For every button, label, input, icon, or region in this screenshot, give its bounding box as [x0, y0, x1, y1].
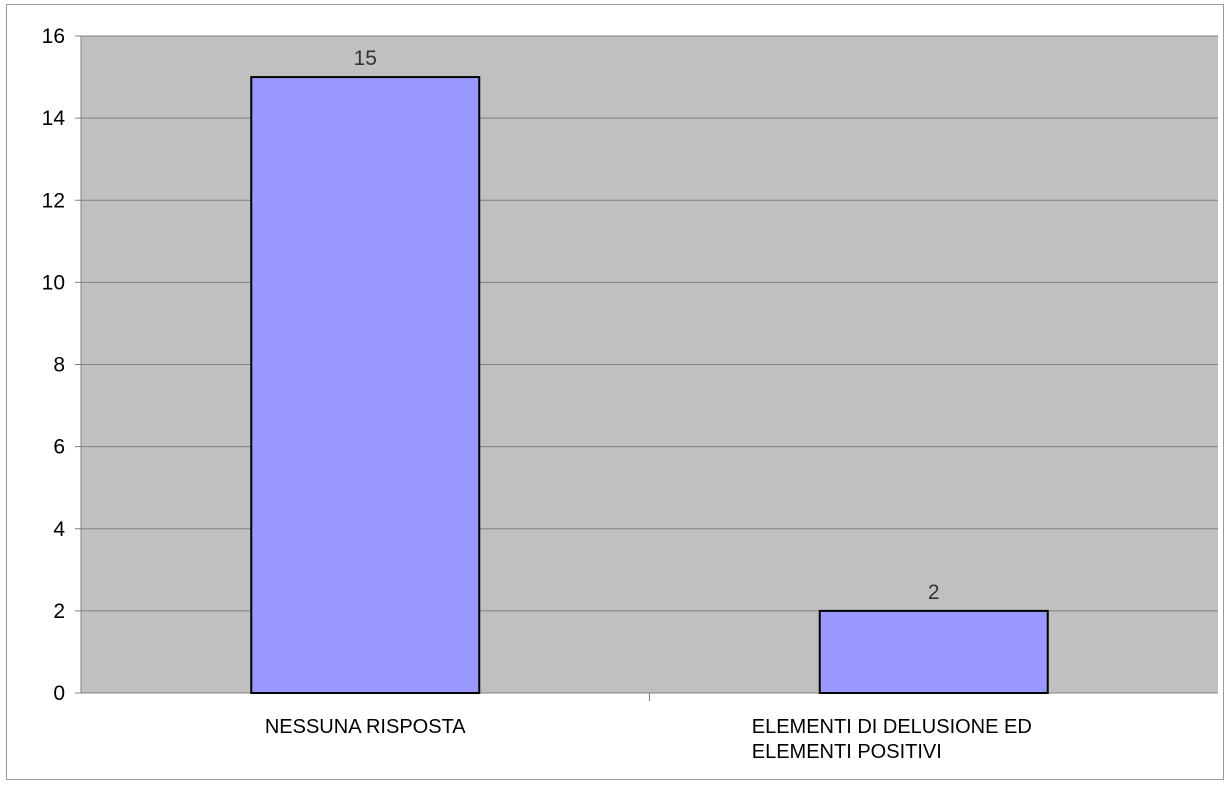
y-tick-label: 12: [42, 189, 65, 212]
data-label: 2: [928, 581, 940, 604]
y-tick-label: 0: [53, 682, 65, 705]
data-label: 15: [354, 47, 377, 70]
x-category-label: NESSUNA RISPOSTA: [265, 716, 466, 738]
y-tick-label: 8: [53, 354, 65, 377]
bar: [818, 609, 1049, 694]
x-category-label: ELEMENTI DI DELUSIONE ED: [752, 716, 1032, 738]
y-tick-label: 6: [53, 436, 65, 459]
y-tick-label: 2: [53, 600, 65, 623]
x-category-label: ELEMENTI POSITIVI: [752, 741, 942, 763]
y-tick-label: 16: [42, 25, 65, 48]
y-tick-label: 14: [42, 107, 66, 130]
y-tick-label: 4: [53, 518, 65, 541]
y-tick-label: 10: [42, 271, 65, 294]
bar: [250, 76, 481, 694]
